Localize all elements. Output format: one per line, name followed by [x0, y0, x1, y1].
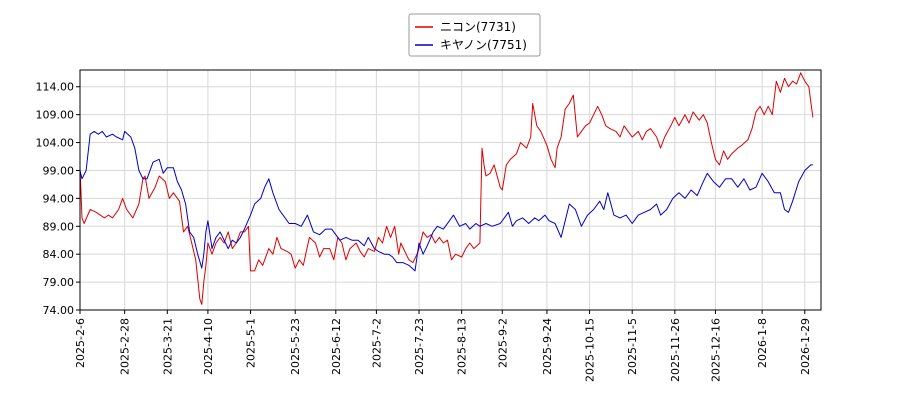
x-tick-label: 2025-11-26 [669, 318, 682, 382]
x-tick-label: 2025-5-23 [289, 318, 302, 375]
y-tick-label: 104.00 [36, 137, 75, 150]
legend-box [408, 13, 541, 57]
legend: ニコン(7731) キヤノン(7751) [408, 13, 541, 57]
series-line-1 [79, 130, 813, 272]
x-tick-label: 2025-7-23 [413, 318, 426, 375]
x-tick-label: 2025-12-16 [709, 318, 722, 382]
y-tick-label: 74.00 [43, 304, 75, 317]
x-tick-label: 2025-6-12 [330, 318, 343, 375]
x-tick-label: 2025-3-21 [161, 318, 174, 375]
y-tick-label: 94.00 [43, 192, 75, 205]
y-tick-label: 84.00 [43, 248, 75, 261]
x-tick-label: 2025-11-5 [626, 318, 639, 375]
x-tick-label: 2025-4-10 [202, 318, 215, 375]
x-tick-label: 2025-5-1 [245, 318, 258, 368]
y-tick-label: 89.00 [43, 220, 75, 233]
x-tick-label: 2025-9-24 [541, 318, 554, 375]
y-tick-label: 114.00 [36, 81, 75, 94]
series-line-0 [79, 72, 814, 305]
x-tick-label: 2025-10-15 [584, 318, 597, 382]
legend-label-nikon: ニコン(7731) [440, 20, 516, 34]
series-layer [79, 72, 814, 305]
x-tick-label: 2025-9-2 [496, 318, 509, 368]
x-tick-label: 2026-1-29 [799, 318, 812, 375]
x-tick-label: 2025-8-13 [456, 318, 469, 375]
y-tick-label: 79.00 [43, 276, 75, 289]
y-tick-label: 109.00 [36, 109, 75, 122]
x-tick-label: 2026-1-8 [756, 318, 769, 368]
legend-label-canon: キヤノン(7751) [440, 38, 527, 52]
y-tick-label: 99.00 [43, 164, 75, 177]
x-axis: 2025-2-6 2025-2-28 2025-3-21 2025-4-10 2025-… [74, 310, 812, 382]
x-tick-label: 2025-2-28 [119, 318, 132, 375]
x-tick-label: 2025-2-6 [74, 318, 87, 368]
plot-frame [79, 69, 822, 311]
x-tick-label: 2025-7-2 [370, 318, 383, 368]
y-axis: 74.00 79.00 84.00 89.00 94.00 99.00 104.00 109.… [36, 81, 80, 317]
